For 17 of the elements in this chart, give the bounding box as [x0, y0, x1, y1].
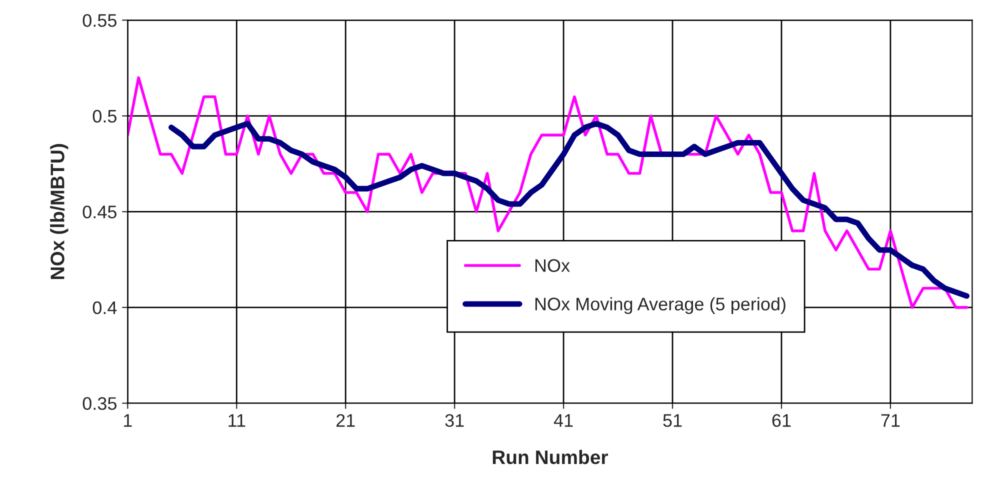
y-tick-label: 0.4 — [92, 301, 117, 314]
x-tick-label: 31 — [445, 414, 464, 427]
x-tick-label: 71 — [881, 414, 900, 427]
y-tick-label: 0.5 — [92, 110, 116, 123]
x-tick-label: 61 — [772, 414, 791, 427]
y-tick-label: 0.55 — [82, 14, 116, 27]
legend-label: NOx Moving Average (5 period) — [535, 297, 786, 314]
y-tick-label: 0.35 — [82, 397, 116, 410]
x-tick-label: 51 — [663, 414, 682, 427]
x-tick-label: 41 — [554, 414, 573, 427]
x-tick-label: 11 — [228, 414, 246, 427]
x-axis-title: Run Number — [492, 450, 608, 464]
legend-label: NOx — [535, 259, 570, 272]
y-axis-title: NOx (lb/MBTU) — [50, 144, 68, 279]
x-tick-label: 21 — [336, 414, 355, 427]
y-tick-label: 0.45 — [82, 206, 116, 218]
x-tick-label: 1 — [124, 414, 132, 427]
